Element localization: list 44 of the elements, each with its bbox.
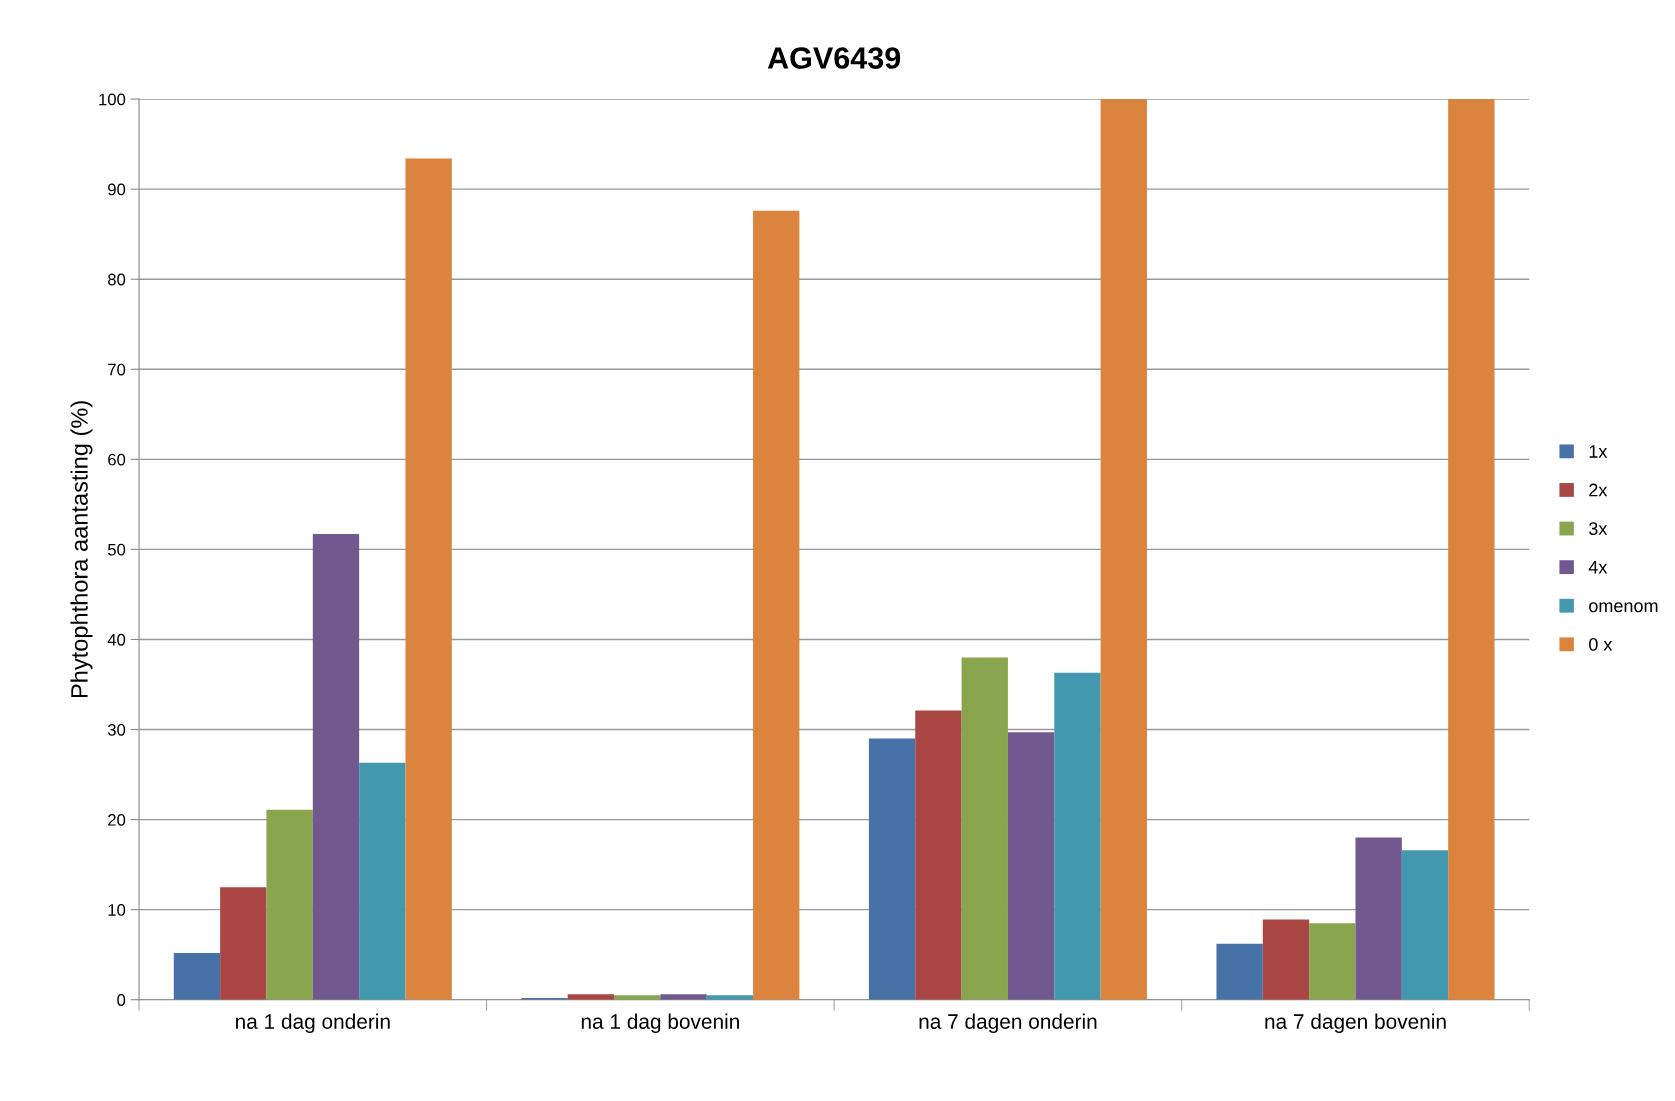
y-tick-label: 40 (107, 633, 126, 646)
legend-label: omenom (1589, 602, 1658, 613)
y-axis-title: Phytophthora aantasting (%) (70, 401, 93, 698)
chart-title: AGV6439 (767, 47, 901, 69)
bar (359, 762, 406, 1000)
bar (961, 657, 1008, 1000)
bar (405, 158, 452, 1000)
y-tick-label: 90 (108, 183, 126, 196)
bar (1401, 850, 1449, 1000)
y-tick-label: 100 (99, 93, 126, 106)
bar (173, 952, 221, 1000)
y-tick-label: 70 (108, 363, 126, 376)
y-tick-label: 0 (117, 994, 126, 1006)
y-tick-label: 20 (108, 813, 126, 826)
bar (868, 738, 916, 1000)
y-tick-label: 60 (108, 453, 126, 466)
bar (1054, 672, 1101, 1000)
bar (753, 210, 800, 1000)
bar (1448, 99, 1495, 1000)
y-tick-label: 50 (107, 543, 126, 556)
x-tick-label: na 1 dag onderin (236, 1013, 390, 1034)
bar (1262, 919, 1310, 1000)
bar (1007, 732, 1055, 1000)
x-tick-label: na 7 dagen bovenin (1265, 1013, 1446, 1034)
bar (1100, 99, 1147, 1000)
legend-label: 4x (1588, 560, 1608, 574)
bar (915, 710, 962, 1000)
y-tick-label: 30 (107, 723, 126, 736)
x-tick-label: na 7 dagen onderin (919, 1013, 1097, 1034)
bar (567, 994, 615, 1000)
legend-label: 1x (1589, 445, 1608, 458)
legend-label: 3x (1589, 522, 1608, 535)
legend-label: 0 x (1589, 637, 1613, 651)
bar (266, 809, 313, 1000)
bar (1309, 923, 1356, 1000)
bar (220, 887, 267, 1000)
bar (312, 534, 360, 1000)
legend-label: 2x (1589, 483, 1608, 497)
bar (1355, 837, 1402, 1000)
bar (1216, 943, 1263, 1000)
y-tick-label: 10 (108, 904, 126, 916)
x-tick-label: na 1 dag bovenin (581, 1013, 739, 1034)
bar (660, 994, 707, 1000)
y-tick-label: 80 (108, 273, 126, 286)
